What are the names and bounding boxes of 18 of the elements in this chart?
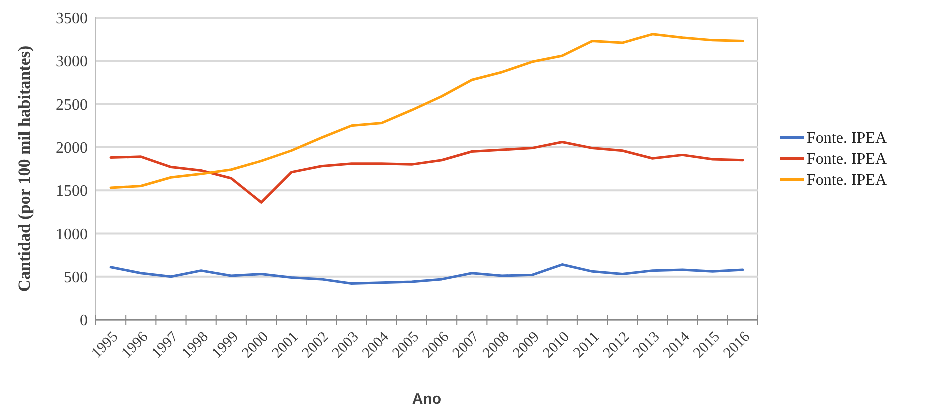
y-axis-title: Cantidad (por 100 mil habitantes) bbox=[15, 46, 34, 292]
legend-label: Fonte. IPEA bbox=[807, 130, 888, 148]
y-tick-label: 0 bbox=[80, 312, 88, 330]
line-series bbox=[110, 264, 744, 286]
x-axis-title: Ano bbox=[412, 391, 442, 407]
legend-label: Fonte. IPEA bbox=[807, 172, 888, 190]
y-tick-label: 3000 bbox=[56, 54, 88, 71]
y-tick-label: 2000 bbox=[56, 140, 88, 158]
y-tick-label: 1500 bbox=[56, 183, 88, 200]
y-tick-label: 1000 bbox=[56, 226, 88, 244]
y-tick-label: 500 bbox=[64, 269, 88, 286]
line-series bbox=[110, 141, 744, 204]
x-tick-label: 2011 bbox=[570, 329, 604, 362]
y-tick-label: 2500 bbox=[56, 96, 88, 114]
legend-label: Fonte. IPEA bbox=[807, 151, 888, 168]
x-tick-label: 1999 bbox=[209, 329, 242, 362]
y-tick-label: 3500 bbox=[56, 10, 88, 28]
line-series bbox=[110, 33, 744, 190]
